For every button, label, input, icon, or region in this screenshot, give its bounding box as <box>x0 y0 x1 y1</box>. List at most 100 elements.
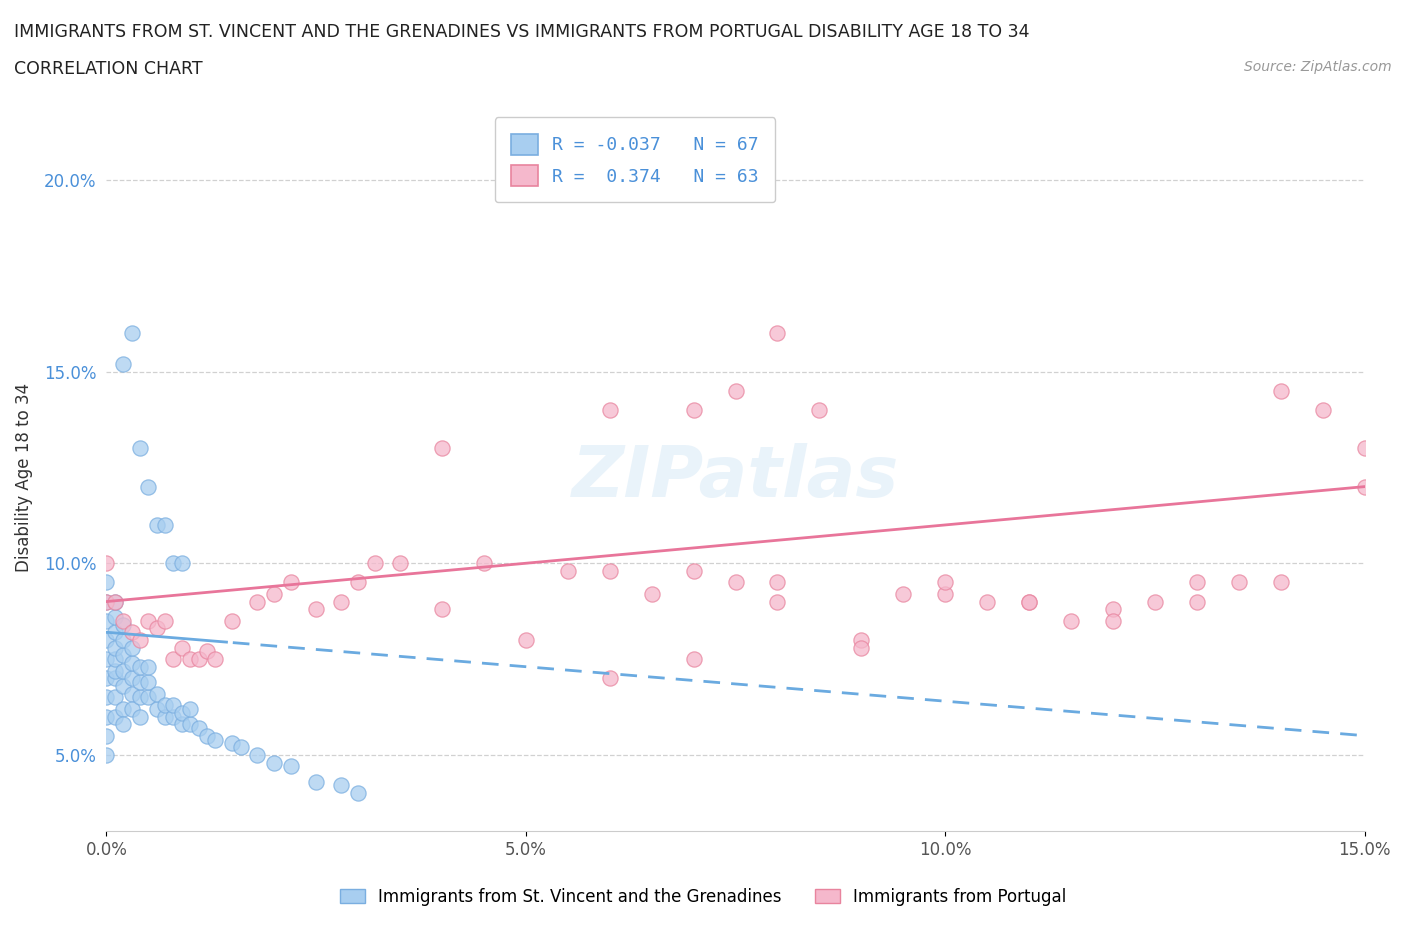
Point <box>263 587 285 602</box>
Point <box>112 632 135 647</box>
Point <box>104 640 127 655</box>
Point <box>121 656 143 671</box>
Point <box>112 678 135 693</box>
Point <box>145 517 167 532</box>
Point <box>136 479 159 494</box>
Point <box>162 556 184 571</box>
Point <box>347 786 370 801</box>
Point <box>388 556 411 571</box>
Point <box>96 613 118 628</box>
Point <box>153 517 176 532</box>
Point <box>153 613 176 628</box>
Point <box>229 739 252 754</box>
Text: IMMIGRANTS FROM ST. VINCENT AND THE GRENADINES VS IMMIGRANTS FROM PORTUGAL DISAB: IMMIGRANTS FROM ST. VINCENT AND THE GREN… <box>14 23 1029 41</box>
Point <box>221 613 243 628</box>
Text: CORRELATION CHART: CORRELATION CHART <box>14 60 202 78</box>
Point <box>136 659 159 674</box>
Legend: R = -0.037   N = 67, R =  0.374   N = 63: R = -0.037 N = 67, R = 0.374 N = 63 <box>495 117 775 203</box>
Point <box>112 356 135 371</box>
Point <box>1185 575 1208 590</box>
Point <box>104 609 127 624</box>
Point <box>96 632 118 647</box>
Point <box>96 671 118 685</box>
Point <box>96 556 118 571</box>
Point <box>170 705 193 720</box>
Point <box>104 594 127 609</box>
Point <box>96 748 118 763</box>
Point <box>472 556 495 571</box>
Point <box>170 556 193 571</box>
Point <box>808 403 831 418</box>
Point <box>162 698 184 712</box>
Point <box>96 575 118 590</box>
Point <box>430 441 453 456</box>
Point <box>112 701 135 716</box>
Point <box>1018 594 1040 609</box>
Point <box>121 625 143 640</box>
Point <box>112 717 135 732</box>
Point <box>104 671 127 685</box>
Point <box>305 774 328 789</box>
Point <box>1270 383 1292 398</box>
Point <box>112 648 135 663</box>
Point <box>204 732 226 747</box>
Point <box>145 701 167 716</box>
Point <box>136 613 159 628</box>
Point <box>128 709 150 724</box>
Point <box>112 618 135 632</box>
Point <box>136 690 159 705</box>
Point <box>121 326 143 340</box>
Y-axis label: Disability Age 18 to 34: Disability Age 18 to 34 <box>15 382 32 572</box>
Point <box>934 587 956 602</box>
Point <box>766 594 789 609</box>
Point <box>682 403 704 418</box>
Point <box>128 441 150 456</box>
Point <box>104 625 127 640</box>
Text: ZIPatlas: ZIPatlas <box>572 443 900 512</box>
Point <box>724 575 747 590</box>
Point <box>195 644 218 658</box>
Point <box>179 701 201 716</box>
Point <box>145 621 167 636</box>
Point <box>128 632 150 647</box>
Point <box>1102 613 1125 628</box>
Point <box>599 671 621 685</box>
Point <box>766 575 789 590</box>
Point <box>364 556 387 571</box>
Point <box>145 686 167 701</box>
Point <box>766 326 789 340</box>
Point <box>682 564 704 578</box>
Point <box>128 690 150 705</box>
Point <box>515 632 537 647</box>
Point <box>96 690 118 705</box>
Point <box>1102 602 1125 617</box>
Point <box>599 403 621 418</box>
Point <box>96 594 118 609</box>
Point <box>330 778 353 793</box>
Point <box>112 613 135 628</box>
Point <box>121 701 143 716</box>
Point <box>179 652 201 667</box>
Point <box>263 755 285 770</box>
Point <box>121 686 143 701</box>
Point <box>934 575 956 590</box>
Point <box>976 594 998 609</box>
Point <box>204 652 226 667</box>
Point <box>1227 575 1250 590</box>
Point <box>104 652 127 667</box>
Point <box>347 575 370 590</box>
Point <box>682 652 704 667</box>
Point <box>221 736 243 751</box>
Point <box>104 709 127 724</box>
Point <box>330 594 353 609</box>
Point <box>1312 403 1334 418</box>
Point <box>640 587 662 602</box>
Point <box>153 709 176 724</box>
Point <box>121 640 143 655</box>
Point <box>104 690 127 705</box>
Point <box>96 709 118 724</box>
Point <box>851 640 873 655</box>
Point <box>121 671 143 685</box>
Point <box>1270 575 1292 590</box>
Point <box>724 383 747 398</box>
